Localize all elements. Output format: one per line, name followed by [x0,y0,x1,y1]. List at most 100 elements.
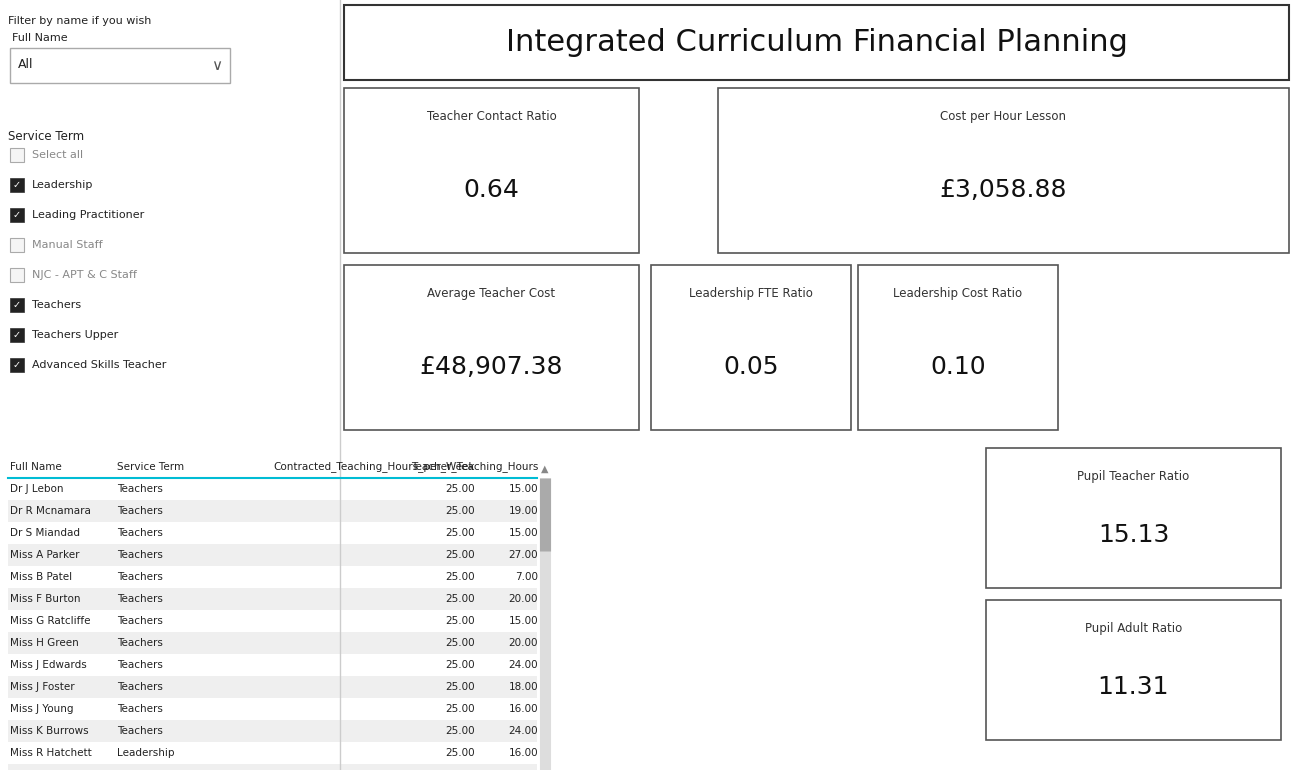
Text: Teachers: Teachers [116,660,163,670]
Text: 27.00: 27.00 [509,550,538,560]
Bar [858,265,1058,430]
Text: 11.31: 11.31 [1097,675,1170,699]
Text: Contracted_Teaching_Hours_per_Week: Contracted_Teaching_Hours_per_Week [273,461,475,472]
Bar [986,600,1281,740]
Text: Teacher Contact Ratio: Teacher Contact Ratio [427,110,556,123]
Text: 24.00: 24.00 [509,726,538,736]
Text: 25.00: 25.00 [445,638,475,648]
Text: 18.00: 18.00 [509,682,538,692]
Text: Teachers: Teachers [116,726,163,736]
Text: Teachers: Teachers [116,616,163,626]
Text: Dr J Lebon: Dr J Lebon [10,484,63,494]
Text: Pupil Adult Ratio: Pupil Adult Ratio [1084,622,1183,635]
Bar [8,588,537,610]
Bar [718,88,1289,253]
Bar [8,500,537,522]
Text: Miss J Young: Miss J Young [10,704,74,714]
Bar [10,328,25,342]
Text: 19.00: 19.00 [509,506,538,516]
Text: 16.00: 16.00 [509,748,538,758]
Text: Full Name: Full Name [12,33,67,43]
Text: Teachers: Teachers [116,550,163,560]
Text: Teachers: Teachers [116,506,163,516]
Text: 25.00: 25.00 [445,594,475,604]
Text: Service Term: Service Term [8,130,84,143]
Text: 25.00: 25.00 [445,572,475,582]
Bar [8,676,537,698]
Text: Teachers: Teachers [116,682,163,692]
Text: ✓: ✓ [13,300,21,310]
Text: Miss R Hatchett: Miss R Hatchett [10,748,92,758]
Text: Teachers: Teachers [116,484,163,494]
Text: Teachers Upper: Teachers Upper [32,330,118,340]
Bar [10,208,25,222]
Text: 0.64: 0.64 [463,179,519,203]
Text: NJC - APT & C Staff: NJC - APT & C Staff [32,270,137,280]
Text: All: All [18,59,34,72]
Bar [986,448,1281,588]
Text: ✓: ✓ [13,330,21,340]
Text: 25.00: 25.00 [445,550,475,560]
Text: Leadership FTE Ratio: Leadership FTE Ratio [690,287,813,300]
Bar [8,764,537,770]
Text: 0.10: 0.10 [930,355,986,380]
Text: ✓: ✓ [13,180,21,190]
Text: 15.00: 15.00 [509,528,538,538]
Text: ✓: ✓ [13,210,21,220]
Text: Miss H Green: Miss H Green [10,638,79,648]
Text: Teacher_Teaching_Hours: Teacher_Teaching_Hours [410,461,538,472]
Bar [344,88,639,253]
Text: Filter by name if you wish: Filter by name if you wish [8,16,151,26]
Text: Select all: Select all [32,150,83,160]
Text: Miss G Ratcliffe: Miss G Ratcliffe [10,616,91,626]
Text: Teachers: Teachers [116,528,163,538]
Bar [344,265,639,430]
Text: £48,907.38: £48,907.38 [419,355,563,380]
Text: Average Teacher Cost: Average Teacher Cost [427,287,555,300]
Text: 25.00: 25.00 [445,748,475,758]
Text: Teachers: Teachers [32,300,82,310]
Bar [8,632,537,654]
Text: ∨: ∨ [211,58,223,72]
Text: Miss J Edwards: Miss J Edwards [10,660,87,670]
Text: 16.00: 16.00 [509,704,538,714]
Text: Leading Practitioner: Leading Practitioner [32,210,144,220]
Text: 24.00: 24.00 [509,660,538,670]
Text: Advanced Skills Teacher: Advanced Skills Teacher [32,360,167,370]
Text: Miss K Burrows: Miss K Burrows [10,726,88,736]
Text: Teachers: Teachers [116,572,163,582]
Text: Leadership: Leadership [116,748,175,758]
Text: Service Term: Service Term [116,462,184,472]
Text: 15.13: 15.13 [1097,523,1170,547]
Text: Teachers: Teachers [116,638,163,648]
Text: ▲: ▲ [541,464,549,474]
Text: 0.05: 0.05 [723,355,779,380]
Text: 25.00: 25.00 [445,484,475,494]
Bar [10,178,25,192]
Text: Teachers: Teachers [116,594,163,604]
Bar [10,238,25,252]
Text: 15.00: 15.00 [509,484,538,494]
Bar [10,148,25,162]
Text: Leadership: Leadership [32,180,93,190]
Text: 15.00: 15.00 [509,616,538,626]
Text: 7.00: 7.00 [515,572,538,582]
Bar [8,544,537,566]
Text: Pupil Teacher Ratio: Pupil Teacher Ratio [1078,470,1189,483]
Bar [10,298,25,312]
Bar [344,5,1289,80]
Text: Miss B Patel: Miss B Patel [10,572,72,582]
Text: ✓: ✓ [13,360,21,370]
Text: Dr R Mcnamara: Dr R Mcnamara [10,506,91,516]
Text: 25.00: 25.00 [445,704,475,714]
Bar [8,720,537,742]
Text: Leadership Cost Ratio: Leadership Cost Ratio [893,287,1022,300]
Bar [651,265,851,430]
Text: Manual Staff: Manual Staff [32,240,102,250]
Text: Miss A Parker: Miss A Parker [10,550,79,560]
Text: 20.00: 20.00 [509,638,538,648]
Text: 25.00: 25.00 [445,660,475,670]
Text: 25.00: 25.00 [445,726,475,736]
Text: 25.00: 25.00 [445,506,475,516]
Text: £3,058.88: £3,058.88 [939,179,1068,203]
